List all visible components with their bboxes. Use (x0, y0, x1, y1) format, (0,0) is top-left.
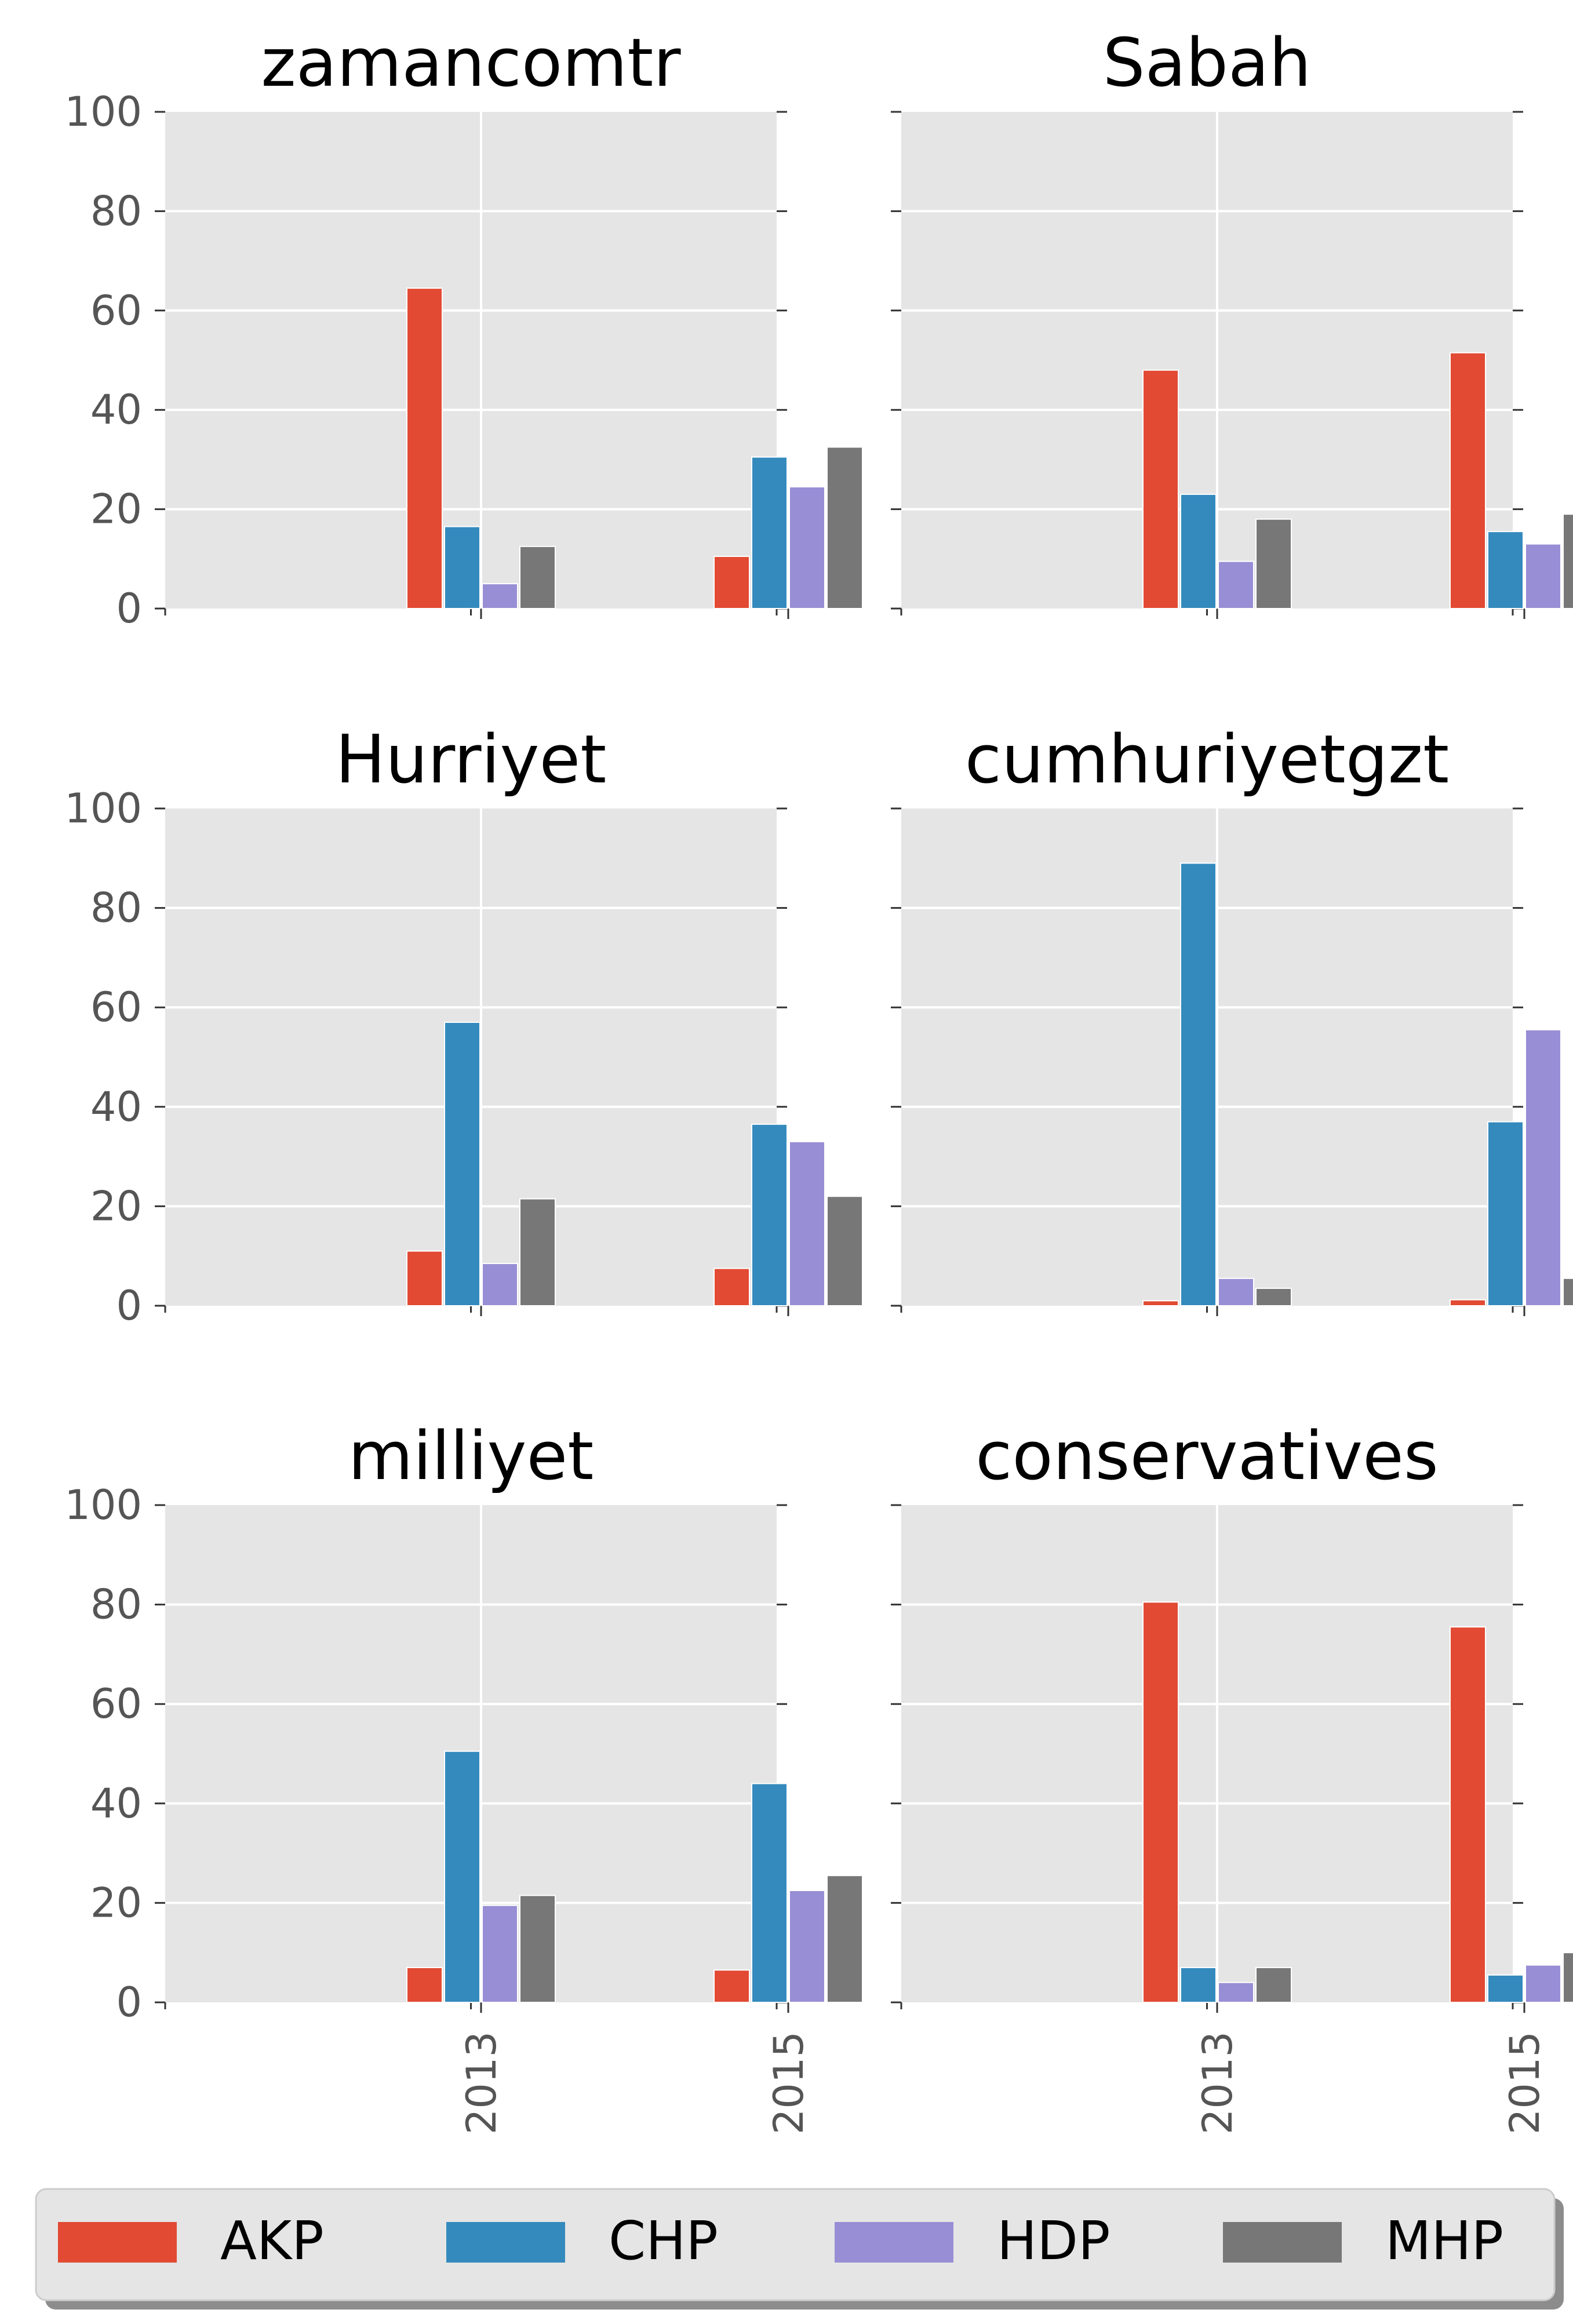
legend-box (35, 2188, 1556, 2301)
legend-label-AKP: AKP (220, 2210, 324, 2272)
bar-HDP-2015 (789, 1141, 825, 1306)
legend-swatch-AKP (58, 2222, 177, 2263)
bar-MHP-2013 (1255, 1287, 1292, 1306)
y-tick-label: 60 (90, 1680, 142, 1728)
bar-CHP-2015 (751, 456, 788, 609)
plot-area (165, 112, 777, 609)
bar-AKP-2013 (1142, 369, 1179, 609)
y-tick-label: 20 (90, 486, 142, 533)
legend-label-HDP: HDP (997, 2210, 1110, 2272)
y-tick-label: 100 (64, 88, 142, 136)
bar-HDP-2013 (482, 583, 518, 610)
panel-zamancomtr: 0 20 40 60 80 100 zamancomtr (64, 24, 863, 632)
y-tick-label: 100 (64, 785, 142, 832)
y-tick-label: 60 (90, 287, 142, 334)
bar-MHP-2015 (826, 446, 863, 609)
bar-MHP-2015 (1563, 1277, 1573, 1307)
panel-title: Sabah (1103, 24, 1312, 102)
bar-MHP-2013 (519, 1895, 556, 2004)
bar-CHP-2013 (1180, 493, 1217, 610)
bar-MHP-2015 (826, 1196, 863, 1306)
panel-title: conservatives (975, 1418, 1439, 1495)
legend-label-MHP: MHP (1385, 2210, 1503, 2272)
y-tick-label: 40 (90, 1780, 142, 1827)
y-tick-label: 80 (90, 884, 142, 932)
y-tick-label: 20 (90, 1182, 142, 1230)
plot-area (901, 1505, 1513, 2002)
y-tick-label: 40 (90, 386, 142, 434)
panel-title: milliyet (348, 1418, 594, 1495)
x-tick-label: 2015 (1501, 2031, 1549, 2134)
bar-HDP-2013 (482, 1904, 518, 2003)
y-tick-label: 80 (90, 1581, 142, 1629)
bar-HDP-2013 (1218, 1981, 1254, 2003)
bar-AKP-2013 (406, 1966, 443, 2003)
bar-AKP-2015 (713, 1267, 750, 1306)
x-tick-label: 2013 (458, 2031, 505, 2134)
bar-CHP-2013 (444, 526, 480, 609)
x-tick-label: 2015 (765, 2031, 813, 2134)
panel-milliyet: 0 20 40 60 80 100 2013 2015 milliyet (64, 1418, 863, 2134)
bar-MHP-2013 (519, 1198, 556, 1307)
bar-CHP-2015 (1487, 531, 1524, 609)
bar-HDP-2013 (482, 1263, 518, 1307)
panel-cumhuriyetgzt: cumhuriyetgzt (891, 721, 1573, 1316)
y-tick-label: 60 (90, 983, 142, 1031)
bar-AKP-2013 (1142, 1601, 1179, 2004)
bar-MHP-2015 (1563, 1952, 1573, 2003)
x-tick-label: 2013 (1194, 2031, 1241, 2134)
panel-Hurriyet: 0 20 40 60 80 100 Hurriyet (64, 721, 863, 1329)
y-tick-label: 0 (116, 1282, 142, 1329)
y-tick-label: 80 (90, 187, 142, 235)
legend-swatch-HDP (835, 2222, 953, 2263)
bar-HDP-2013 (1218, 560, 1254, 610)
bar-HDP-2015 (1525, 1029, 1561, 1307)
bar-HDP-2013 (1218, 1277, 1254, 1307)
bar-CHP-2015 (1487, 1121, 1524, 1307)
bar-CHP-2013 (1180, 1966, 1217, 2003)
bar-MHP-2013 (1255, 1966, 1292, 2003)
panel-conservatives: 2013 2015 conservatives (891, 1418, 1573, 2134)
y-tick-label: 0 (116, 585, 142, 632)
bar-CHP-2013 (444, 1021, 480, 1306)
bar-AKP-2015 (1450, 1626, 1486, 2003)
bar-AKP-2015 (1450, 1299, 1486, 1307)
bar-CHP-2015 (751, 1123, 788, 1306)
bar-MHP-2013 (1255, 518, 1292, 609)
bar-AKP-2013 (406, 1250, 443, 1307)
legend-label-CHP: CHP (609, 2210, 718, 2272)
bar-CHP-2013 (1180, 862, 1217, 1306)
panel-title: Hurriyet (336, 721, 607, 799)
bar-HDP-2015 (1525, 1964, 1561, 2003)
bar-MHP-2015 (826, 1875, 863, 2003)
y-tick-label: 0 (116, 1979, 142, 2026)
y-tick-label: 100 (64, 1481, 142, 1529)
bar-AKP-2015 (1450, 352, 1486, 610)
bar-HDP-2015 (789, 486, 825, 609)
bar-AKP-2015 (713, 1969, 750, 2003)
bar-CHP-2015 (1487, 1974, 1524, 2004)
bar-MHP-2013 (519, 545, 556, 609)
panel-title: cumhuriyetgzt (965, 721, 1450, 799)
legend: AKP CHP HDP MHP (35, 2188, 1564, 2310)
bar-CHP-2013 (444, 1750, 480, 2003)
bar-CHP-2015 (751, 1783, 788, 2003)
bar-AKP-2013 (406, 287, 443, 609)
bar-MHP-2015 (1563, 513, 1573, 609)
legend-swatch-CHP (446, 2222, 565, 2263)
bar-AKP-2015 (713, 556, 750, 610)
legend-swatch-MHP (1223, 2222, 1342, 2263)
bar-AKP-2013 (1142, 1300, 1179, 1306)
bar-HDP-2015 (789, 1889, 825, 2003)
bar-HDP-2015 (1525, 543, 1561, 610)
y-tick-label: 20 (90, 1879, 142, 1926)
y-tick-label: 40 (90, 1083, 142, 1131)
panel-title: zamancomtr (261, 24, 681, 102)
panel-Sabah: Sabah (891, 24, 1573, 619)
